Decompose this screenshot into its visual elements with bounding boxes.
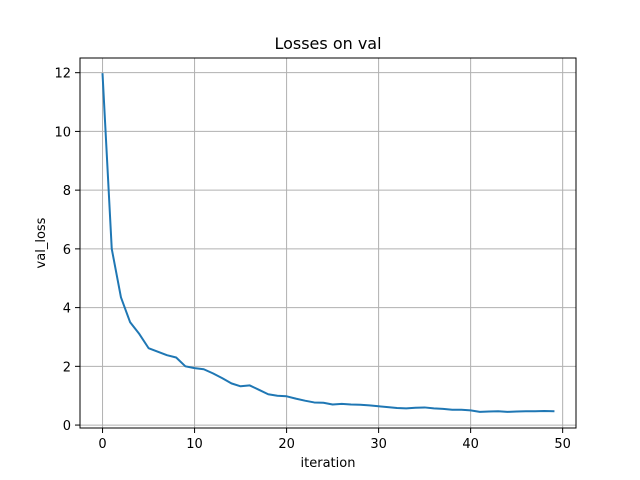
series-line xyxy=(101,73,555,413)
plot-frame xyxy=(79,57,577,429)
y-tick-label: 2 xyxy=(63,360,71,375)
grid xyxy=(80,58,576,428)
x-tick-label: 10 xyxy=(186,437,203,452)
y-tick-label: 8 xyxy=(63,184,71,199)
y-tick-label: 12 xyxy=(54,67,71,82)
x-tick-label: 40 xyxy=(462,437,479,452)
y-tick-label: 10 xyxy=(54,125,71,140)
y-axis: 0 2 4 6 8 10 12 xyxy=(54,67,80,434)
x-axis: 0 10 20 30 40 50 xyxy=(98,428,571,452)
x-tick-label: 0 xyxy=(98,437,106,452)
x-tick-label: 30 xyxy=(370,437,387,452)
series-layer xyxy=(101,73,555,413)
y-axis-label: val_loss xyxy=(34,217,49,268)
x-axis-label: iteration xyxy=(301,456,356,471)
x-tick-label: 50 xyxy=(554,437,571,452)
y-tick-label: 6 xyxy=(63,243,71,258)
x-tick-label: 20 xyxy=(278,437,295,452)
y-tick-label: 4 xyxy=(63,302,71,317)
y-tick-label: 0 xyxy=(63,419,71,434)
chart-title: Losses on val xyxy=(274,34,381,53)
